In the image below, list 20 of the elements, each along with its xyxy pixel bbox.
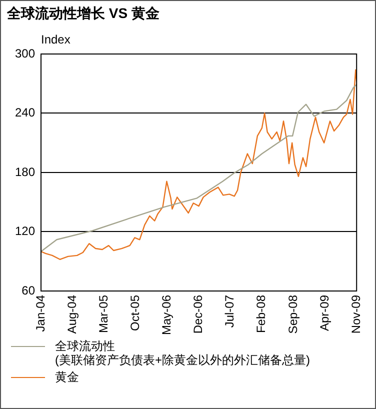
x-tick-label: Nov-09 [348,294,363,334]
y-tick-label: 240 [14,106,36,120]
chart-title: 全球流动性增长 VS 黄金 [7,5,160,23]
legend-label: 全球流动性 (美联储资产负债表+除黄金以外的外汇储备总量) [55,339,310,367]
y-axis-title: Index [41,32,70,46]
x-tick-label: Mar-05 [96,294,110,333]
y-tick-label: 60 [22,283,36,298]
x-tick-label: Oct-05 [128,294,142,331]
y-tick-label: 180 [14,164,36,179]
x-tick-label: Aug-04 [64,294,79,334]
y-tick-label: 300 [14,46,36,60]
x-tick-label: Feb-08 [254,294,268,334]
x-tick-label: Dec-06 [191,294,206,334]
legend-label: 黄金 [55,370,79,384]
x-tick-label: Jul-07 [222,294,237,328]
x-tick-label: May-06 [160,294,174,335]
x-tick-label: Jan-04 [33,294,48,332]
x-tick-label: Apr-09 [317,294,332,332]
x-tick-label: Sep-08 [286,294,300,334]
y-tick-label: 120 [14,224,36,238]
